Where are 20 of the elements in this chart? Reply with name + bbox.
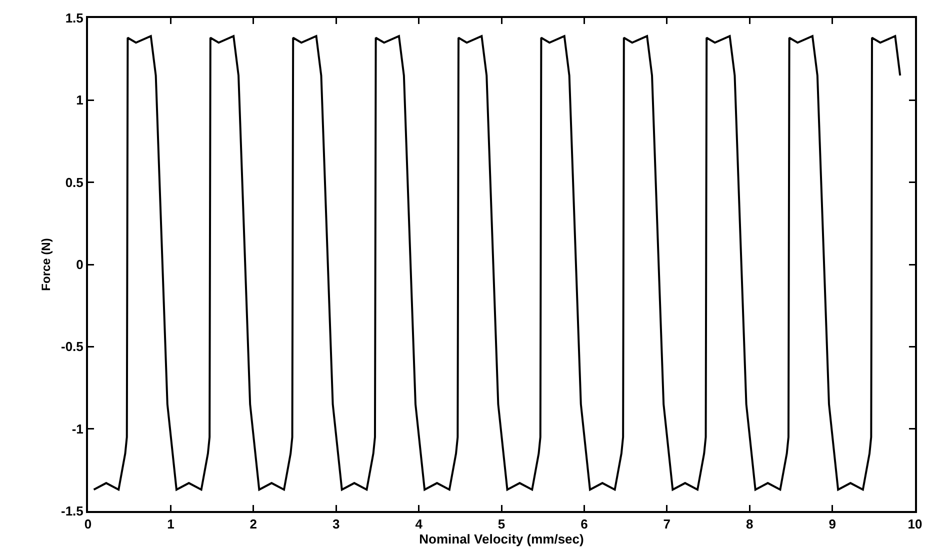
line-series [92,35,902,491]
y-tick-label: 1.5 [65,10,84,26]
x-tick-label: 5 [498,516,506,532]
y-tick-label: 1 [76,92,84,108]
y-tick-label: -1.5 [60,504,84,519]
x-tick-label: 10 [908,516,922,532]
x-tick-label: 6 [580,516,588,532]
x-tick-label: 9 [828,516,836,532]
x-tick-label: 3 [332,516,340,532]
y-tick-label: -1 [72,421,84,436]
x-tick-label: 8 [746,516,754,532]
y-tick-label: -0.5 [60,339,84,354]
y-tick-label: 0.5 [65,174,84,190]
y-tick-label: 0 [76,257,84,272]
x-axis-title: Nominal Velocity (mm/sec) [419,532,584,547]
x-tick-label: 1 [167,516,174,532]
x-tick-label: 7 [663,516,671,532]
x-tick-label: 4 [415,516,424,532]
y-axis-title: Force (N) [38,238,53,291]
x-tick-label: 2 [250,516,258,532]
